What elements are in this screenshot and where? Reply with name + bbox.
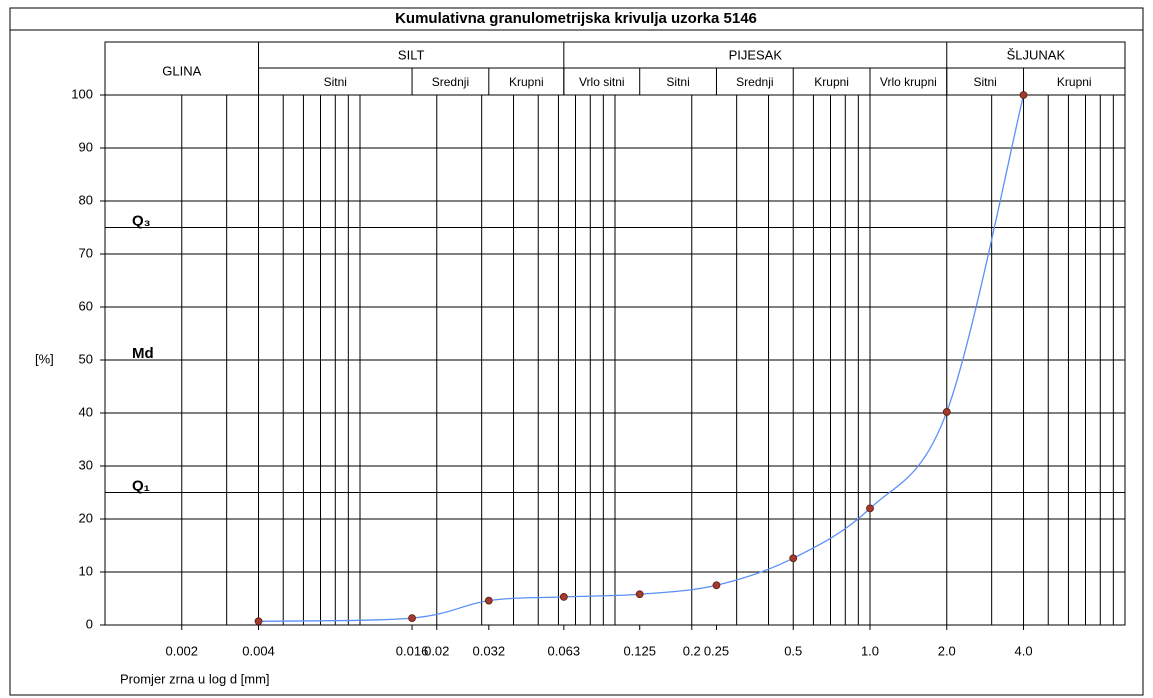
x-tick-label: 0.016 — [396, 643, 429, 658]
class-label: GLINA — [162, 63, 201, 78]
chart-title: Kumulativna granulometrijska krivulja uz… — [395, 10, 757, 27]
data-point — [484, 596, 493, 605]
y-tick-label: 70 — [79, 245, 93, 260]
x-tick-label: 0.032 — [473, 643, 506, 658]
curve — [258, 94, 1025, 622]
data-point — [1019, 91, 1028, 99]
subclass-label: Sitni — [324, 75, 347, 89]
data-point — [789, 554, 798, 563]
frame — [9, 7, 1144, 696]
data-point — [942, 408, 951, 416]
subclass-label: Srednji — [736, 75, 773, 89]
y-tick-label: 30 — [79, 457, 93, 472]
y-tick-label: 50 — [79, 351, 93, 366]
class-label: PIJESAK — [729, 47, 783, 62]
y-tick-label: 80 — [79, 192, 93, 207]
data-point — [635, 590, 644, 599]
y-tick-label: 10 — [79, 563, 93, 578]
x-tick-label: 0.2 — [683, 643, 701, 658]
y-tick-label: 100 — [71, 86, 93, 101]
data-point — [254, 617, 263, 626]
y-tick-label: 60 — [79, 298, 93, 313]
x-tick-label: 0.02 — [424, 643, 449, 658]
data-point — [712, 581, 721, 590]
y-tick-label: 40 — [79, 404, 93, 419]
x-tick-label: 0.25 — [704, 643, 729, 658]
subclass-label: Sitni — [666, 75, 689, 89]
y-tick-label: 90 — [79, 139, 93, 154]
x-tick-label: 0.004 — [242, 643, 275, 658]
subclass-label: Srednji — [432, 75, 469, 89]
annotation-label: Q₁ — [132, 477, 150, 494]
x-axis-label: Promjer zrna u log d [mm] — [120, 671, 270, 686]
class-label: SILT — [398, 47, 425, 62]
x-tick-label: 0.002 — [165, 643, 198, 658]
x-tick-label: 4.0 — [1014, 643, 1032, 658]
plot-border — [104, 94, 1126, 626]
data-point — [866, 504, 874, 513]
y-tick-label: 0 — [86, 616, 93, 631]
x-tick-label: 0.063 — [548, 643, 581, 658]
data-point — [408, 614, 416, 623]
class-label: ŠLJUNAK — [1007, 47, 1066, 62]
y-axis-label: [%] — [35, 351, 54, 366]
subclass-label: Vrlo krupni — [880, 75, 937, 89]
annotation-label: Md — [132, 345, 154, 362]
x-tick-label: 2.0 — [938, 643, 956, 658]
subclass-label: Krupni — [1057, 75, 1092, 89]
x-tick-label: 0.5 — [784, 643, 802, 658]
y-tick-label: 20 — [79, 510, 93, 525]
subclass-label: Krupni — [509, 75, 544, 89]
x-tick-label: 0.125 — [623, 643, 656, 658]
subclass-label: Vrlo sitni — [579, 75, 625, 89]
subclass-label: Sitni — [973, 75, 996, 89]
x-tick-label: 1.0 — [861, 643, 879, 658]
data-point — [559, 593, 568, 601]
subclass-label: Krupni — [814, 75, 849, 89]
annotation-label: Q₃ — [132, 212, 151, 229]
